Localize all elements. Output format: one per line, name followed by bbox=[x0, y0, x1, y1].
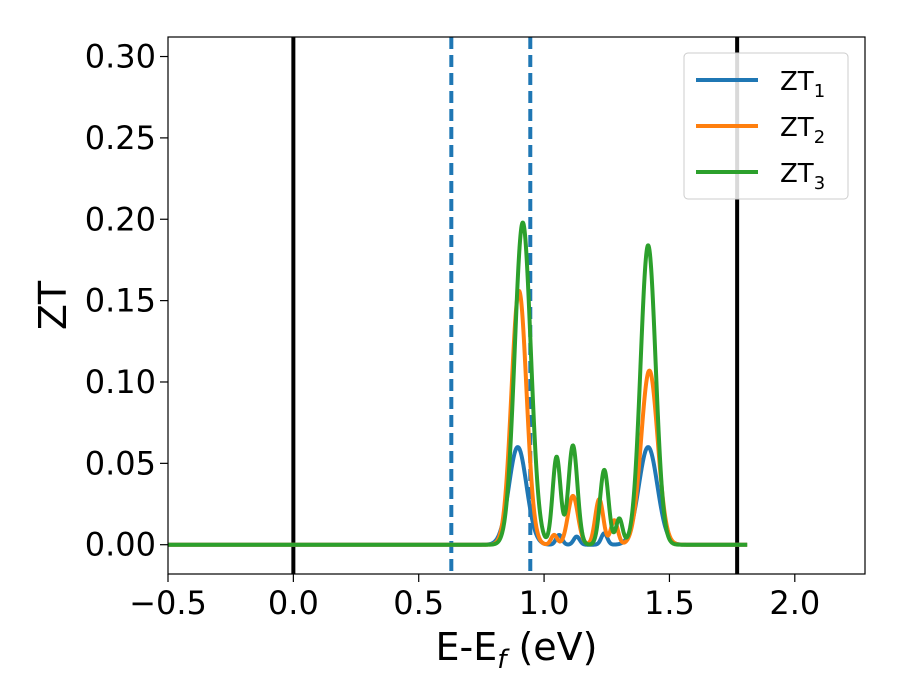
y-tick-label: 0.05 bbox=[85, 444, 156, 482]
x-axis-title-unit: (eV) bbox=[506, 625, 597, 669]
x-axis-title: E-Ef (eV) bbox=[436, 625, 598, 675]
y-tick-label: 0.20 bbox=[85, 200, 156, 238]
legend: ZT1 ZT2 ZT3 bbox=[683, 52, 849, 200]
legend-label-zt3: ZT3 bbox=[780, 159, 825, 194]
plot-data-layer bbox=[168, 37, 749, 574]
plot-frame bbox=[167, 36, 866, 575]
ticks-layer: −0.5 0.0 0.5 1.0 1.5 2.0 0.00 0.05 0.10 0.15 0.20 0… bbox=[85, 38, 820, 622]
y-axis-title: ZT bbox=[31, 280, 75, 330]
y-tick-label: 0.30 bbox=[85, 38, 156, 76]
x-tick-label: −0.5 bbox=[129, 584, 207, 622]
x-tick-label: 0.0 bbox=[268, 584, 319, 622]
legend-label-zt2: ZT2 bbox=[780, 113, 825, 148]
x-tick-label: 1.0 bbox=[519, 584, 570, 622]
x-axis-title-main: E-E bbox=[436, 625, 498, 669]
x-tick-label: 0.5 bbox=[393, 584, 444, 622]
y-tick-label: 0.25 bbox=[85, 119, 156, 157]
series-line-zt3 bbox=[168, 220, 749, 547]
legend-label-zt1: ZT1 bbox=[780, 67, 825, 102]
x-tick-label: 2.0 bbox=[769, 584, 820, 622]
x-tick-label: 1.5 bbox=[644, 584, 695, 622]
y-tick-label: 0.15 bbox=[85, 282, 156, 320]
legend-box bbox=[683, 52, 849, 200]
y-tick-label: 0.10 bbox=[85, 363, 156, 401]
y-tick-label: 0.00 bbox=[85, 526, 156, 564]
